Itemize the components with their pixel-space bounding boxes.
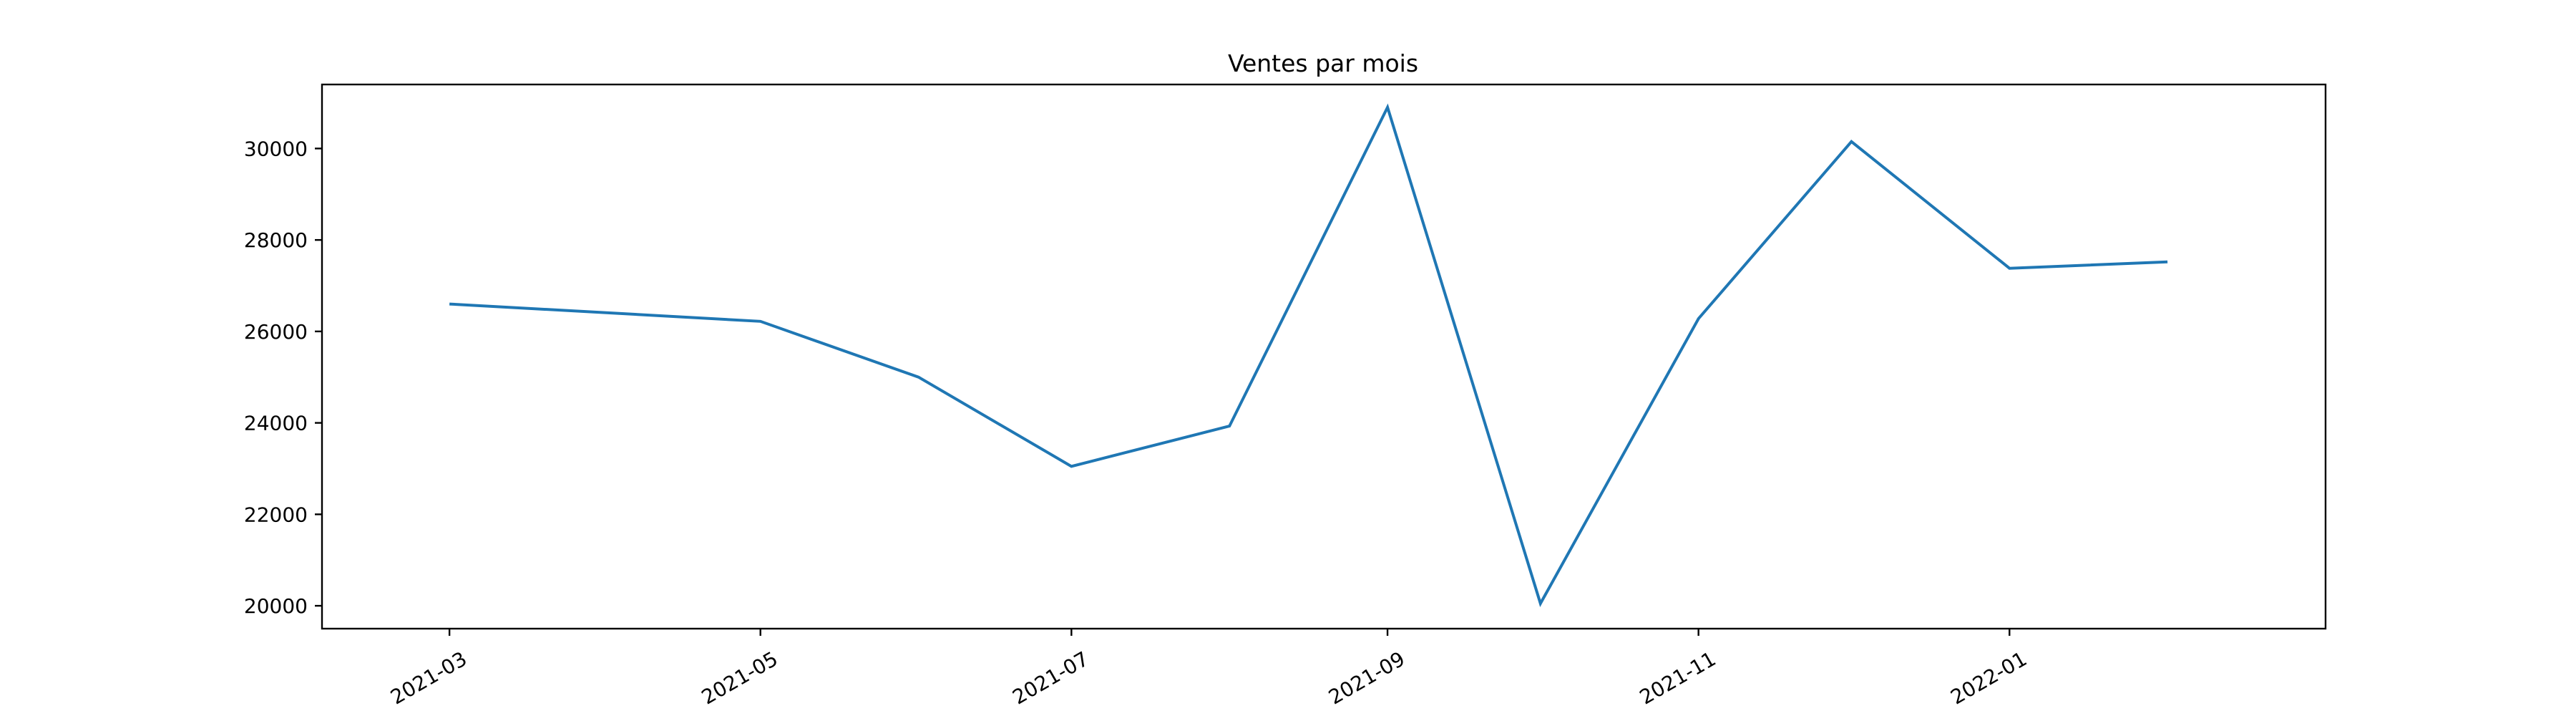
y-tick-label: 24000 bbox=[244, 412, 308, 435]
series-line-1 bbox=[449, 103, 2168, 607]
chart-title: Ventes par mois bbox=[1228, 49, 1418, 77]
plot-area bbox=[449, 103, 2168, 607]
y-tick-label: 20000 bbox=[244, 594, 308, 618]
y-tick-label: 28000 bbox=[244, 228, 308, 252]
y-tick-label: 26000 bbox=[244, 320, 308, 344]
y-tick-label: 30000 bbox=[244, 137, 308, 160]
y-tick-label: 22000 bbox=[244, 503, 308, 526]
plot-frame bbox=[321, 83, 2327, 630]
